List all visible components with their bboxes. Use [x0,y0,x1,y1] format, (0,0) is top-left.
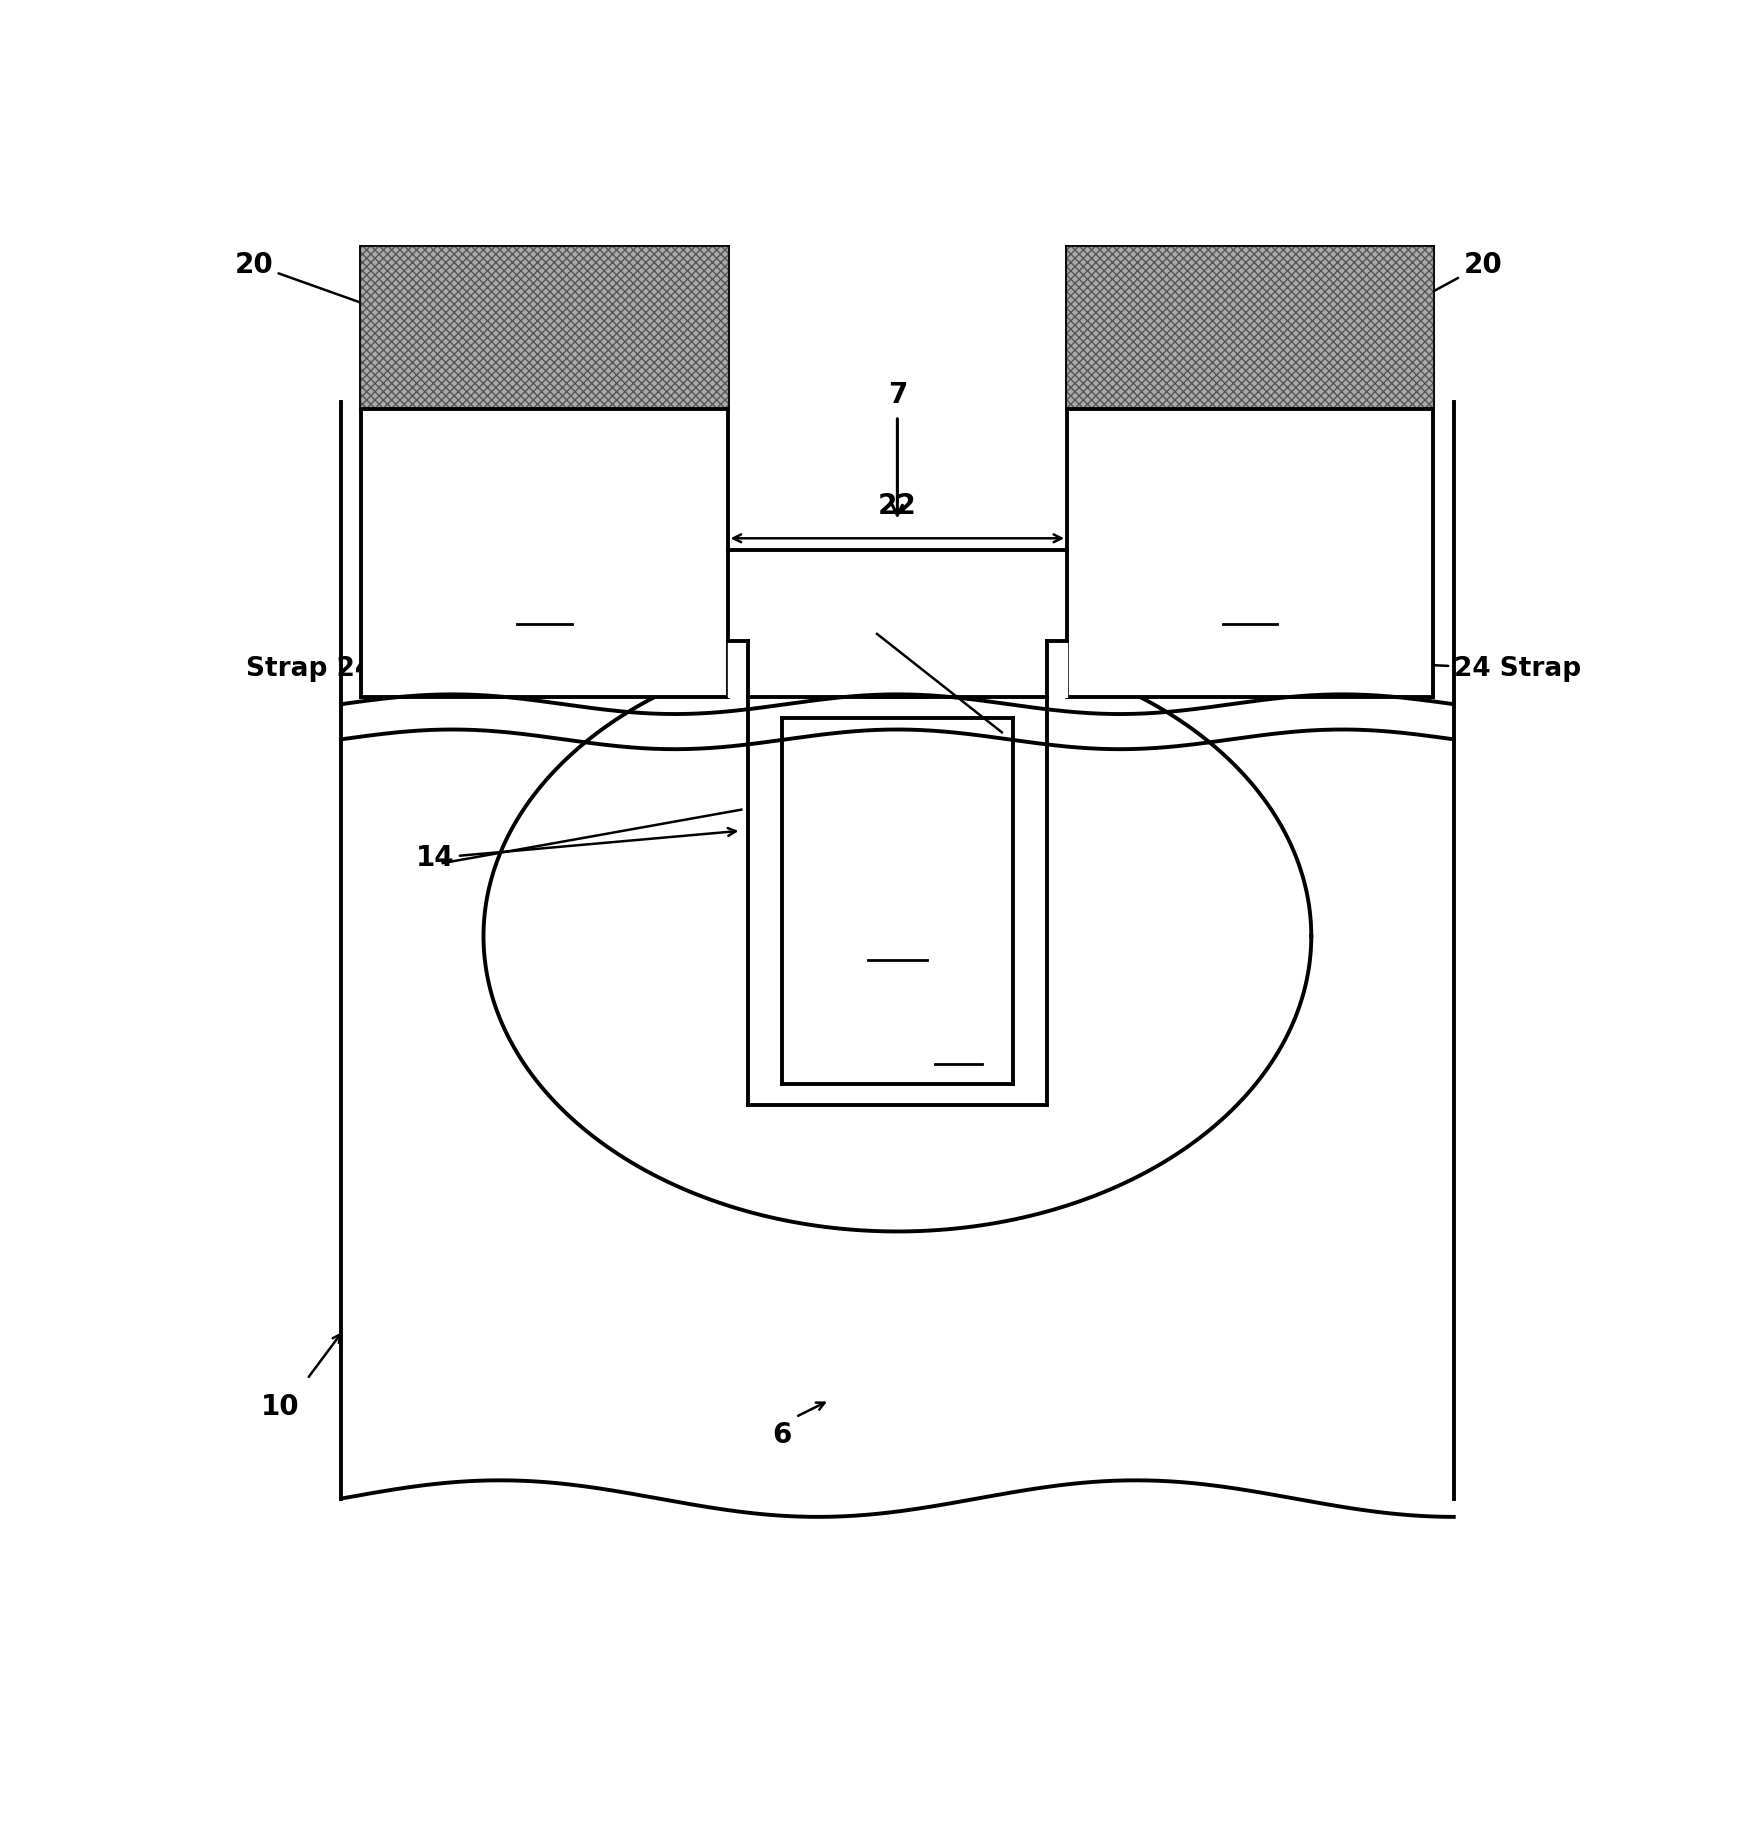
Text: 18: 18 [877,929,918,957]
Text: Strap 24: Strap 24 [245,645,728,683]
Text: 20: 20 [1375,250,1502,323]
Text: 14: 14 [415,827,735,871]
Text: P-WELL: P-WELL [1196,530,1304,555]
Polygon shape [361,247,728,409]
Text: 6: 6 [772,1421,791,1450]
Polygon shape [748,698,1047,1105]
Polygon shape [728,641,748,698]
Polygon shape [1047,641,1066,698]
Text: 24 Strap: 24 Strap [1066,645,1581,683]
Text: 11: 11 [525,593,564,619]
Polygon shape [1066,247,1434,698]
Text: 16: 16 [795,604,856,730]
Text: 22: 22 [877,491,918,520]
Polygon shape [728,550,1066,698]
Text: 12: 12 [942,1035,975,1061]
Text: 7: 7 [888,382,907,409]
Text: 18: 18 [877,666,918,694]
Polygon shape [361,247,728,698]
Polygon shape [1066,247,1434,409]
Text: 11: 11 [1231,593,1269,619]
Polygon shape [341,402,1453,1499]
Polygon shape [783,718,1012,1085]
Text: 10: 10 [261,1393,299,1421]
Text: P-WELL: P-WELL [490,530,599,555]
Text: N+ Plate: N+ Plate [777,1035,895,1061]
Text: N+ POLY: N+ POLY [825,866,970,895]
Text: 20: 20 [235,250,420,323]
Polygon shape [483,641,1311,1231]
